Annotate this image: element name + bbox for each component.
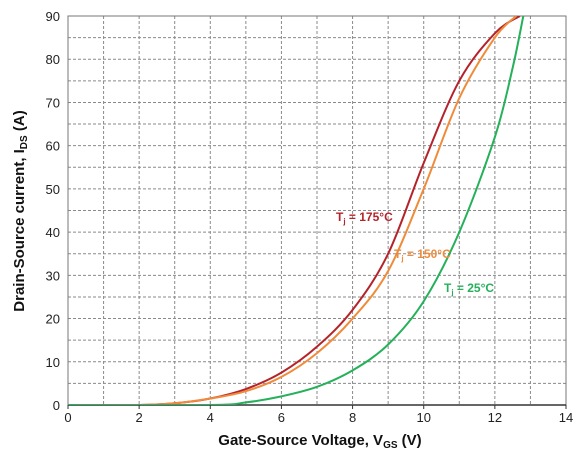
y-tick-label: 10 bbox=[46, 355, 60, 370]
y-axis-title-sub: DS bbox=[19, 135, 30, 149]
x-tick-label: 0 bbox=[64, 410, 71, 425]
y-tick-label: 80 bbox=[46, 52, 60, 67]
y-tick-label: 50 bbox=[46, 182, 60, 197]
annotation-temperature: = 25°C bbox=[454, 281, 495, 295]
series-annotation-2: Tj = 150°C bbox=[394, 247, 451, 263]
tick-labels: 0 2 4 6 8 10 12 14 0 10 20 30 40 50 60 70 80 90 bbox=[46, 9, 574, 425]
x-axis-title-main: Gate-Source Voltage, V bbox=[218, 432, 383, 449]
annotation-temperature: = 150°C bbox=[404, 247, 451, 261]
y-axis-title: Drain-Source current, IDS (A) bbox=[11, 110, 30, 311]
y-axis-title-main: Drain-Source current, I bbox=[11, 149, 28, 312]
y-tick-label: 60 bbox=[46, 139, 60, 154]
x-tick-label: 2 bbox=[136, 410, 143, 425]
x-tick-label: 10 bbox=[416, 410, 430, 425]
x-tick-label: 6 bbox=[278, 410, 285, 425]
y-tick-label: 40 bbox=[46, 225, 60, 240]
y-tick-label: 70 bbox=[46, 95, 60, 110]
x-tick-label: 12 bbox=[488, 410, 502, 425]
y-tick-label: 20 bbox=[46, 312, 60, 327]
series-annotation-1: Tj = 175°C bbox=[336, 210, 393, 226]
y-tick-label: 90 bbox=[46, 9, 60, 24]
x-axis-title-suffix: (V) bbox=[398, 432, 422, 449]
y-axis-title-suffix: (A) bbox=[11, 110, 28, 135]
annotation-temperature: = 175°C bbox=[346, 210, 393, 224]
y-tick-label: 30 bbox=[46, 268, 60, 283]
y-tick-label: 0 bbox=[53, 398, 60, 413]
x-axis-title: Gate-Source Voltage, VGS (V) bbox=[218, 432, 421, 451]
x-tick-label: 4 bbox=[207, 410, 214, 425]
x-tick-label: 8 bbox=[349, 410, 356, 425]
x-axis-title-sub: GS bbox=[383, 440, 398, 451]
x-tick-label: 14 bbox=[559, 410, 573, 425]
series-annotation-3: Tj = 25°C bbox=[444, 281, 494, 297]
